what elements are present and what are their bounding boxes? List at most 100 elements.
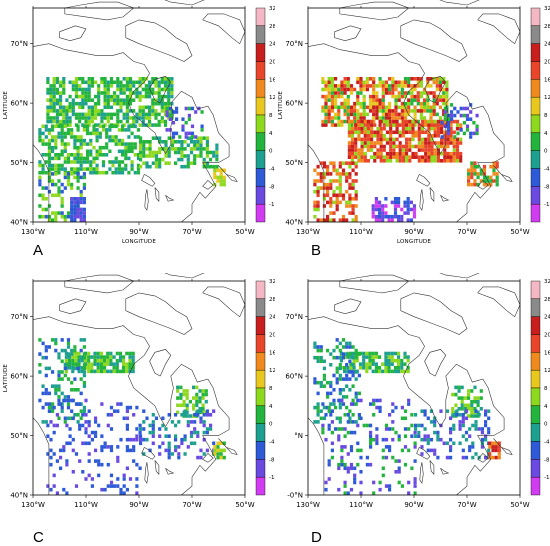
grid-cell <box>55 119 59 124</box>
grid-cell <box>96 358 100 363</box>
grid-cell <box>54 167 58 171</box>
grid-cell <box>338 182 342 187</box>
grid-cell <box>394 101 398 106</box>
grid-cell <box>78 116 82 120</box>
lon-tick-label: 70°W <box>182 228 201 236</box>
grid-cell <box>103 87 107 92</box>
grid-cell <box>44 135 48 139</box>
grid-cell <box>98 153 102 157</box>
grid-cell <box>354 218 358 222</box>
grid-cell <box>183 154 187 158</box>
grid-cell <box>130 163 134 168</box>
grid-cell <box>329 352 333 356</box>
grid-cell <box>157 87 161 92</box>
grid-cell <box>394 470 398 474</box>
grid-cell <box>170 420 174 424</box>
grid-cell <box>345 172 349 176</box>
grid-cell <box>445 98 449 102</box>
grid-cell <box>327 84 331 88</box>
grid-cell <box>113 94 117 99</box>
grid-cell <box>369 77 373 81</box>
grid-cell <box>338 373 342 378</box>
grid-cell <box>432 80 436 85</box>
grid-cell <box>330 455 334 460</box>
grid-cell <box>144 87 148 92</box>
grid-cell <box>356 91 360 95</box>
grid-cell <box>111 163 115 168</box>
grid-cell <box>413 459 417 463</box>
grid-cell <box>397 200 401 205</box>
grid-cell <box>438 105 443 110</box>
grid-cell <box>381 105 385 110</box>
colorbar-swatch <box>530 203 541 223</box>
grid-cell <box>51 193 55 198</box>
grid-cell <box>346 77 350 81</box>
grid-cell <box>151 154 155 158</box>
grid-cell <box>359 480 363 485</box>
grid-cell <box>63 363 67 367</box>
grid-cell <box>350 134 355 138</box>
grid-cell <box>335 416 339 421</box>
grid-cell <box>157 123 161 127</box>
grid-cell <box>100 116 104 120</box>
grid-cell <box>354 144 358 149</box>
grid-cell <box>135 405 139 410</box>
grid-cell <box>89 149 93 154</box>
grid-cell <box>345 373 349 378</box>
grid-cell <box>46 116 50 120</box>
grid-cell <box>348 345 352 349</box>
grid-cell <box>436 437 440 442</box>
grid-cell <box>205 430 209 435</box>
grid-cell <box>326 193 330 198</box>
grid-cell <box>359 84 363 88</box>
grid-cell <box>497 441 501 446</box>
grid-cell <box>427 155 431 159</box>
grid-cell <box>177 445 181 449</box>
grid-cell <box>384 211 388 215</box>
grid-cell <box>397 197 401 201</box>
grid-cell <box>103 80 107 85</box>
grid-cell <box>151 427 155 431</box>
grid-cell <box>74 402 79 406</box>
grid-cell <box>66 211 71 215</box>
grid-cell <box>195 385 199 390</box>
grid-cell <box>133 145 137 150</box>
grid-cell <box>407 491 411 495</box>
grid-cell <box>89 142 93 146</box>
colorbar-swatch <box>530 441 541 460</box>
grid-cell <box>144 123 148 127</box>
grid-cell <box>122 477 126 481</box>
grid-cell <box>128 116 133 120</box>
grid-cell <box>100 434 104 438</box>
grid-cell <box>340 91 344 95</box>
grid-cell <box>353 112 357 117</box>
grid-cell <box>372 94 376 99</box>
grid-cell <box>44 388 48 392</box>
grid-cell <box>329 363 333 367</box>
grid-cell <box>109 484 114 488</box>
grid-cell <box>359 87 363 92</box>
grid-cell <box>354 161 358 165</box>
grid-cell <box>452 159 456 163</box>
grid-cell <box>127 135 131 139</box>
grid-cell <box>142 150 146 155</box>
lat-tick-label: -0°N <box>287 492 303 500</box>
grid-cell <box>322 197 326 201</box>
grid-cell <box>389 123 393 127</box>
grid-cell <box>427 134 431 138</box>
grid-cell <box>125 423 129 428</box>
grid-cell <box>193 430 197 435</box>
grid-cell <box>84 413 88 417</box>
grid-cell <box>79 156 83 161</box>
grid-cell <box>357 137 361 142</box>
grid-cell <box>57 388 61 392</box>
grid-cell <box>394 84 398 88</box>
grid-cell <box>116 109 120 113</box>
grid-cell <box>353 430 357 435</box>
grid-cell <box>84 427 88 431</box>
grid-cell <box>106 369 110 374</box>
grid-cell <box>391 84 395 88</box>
colorbar-swatch <box>530 96 541 116</box>
grid-cell <box>176 396 180 400</box>
